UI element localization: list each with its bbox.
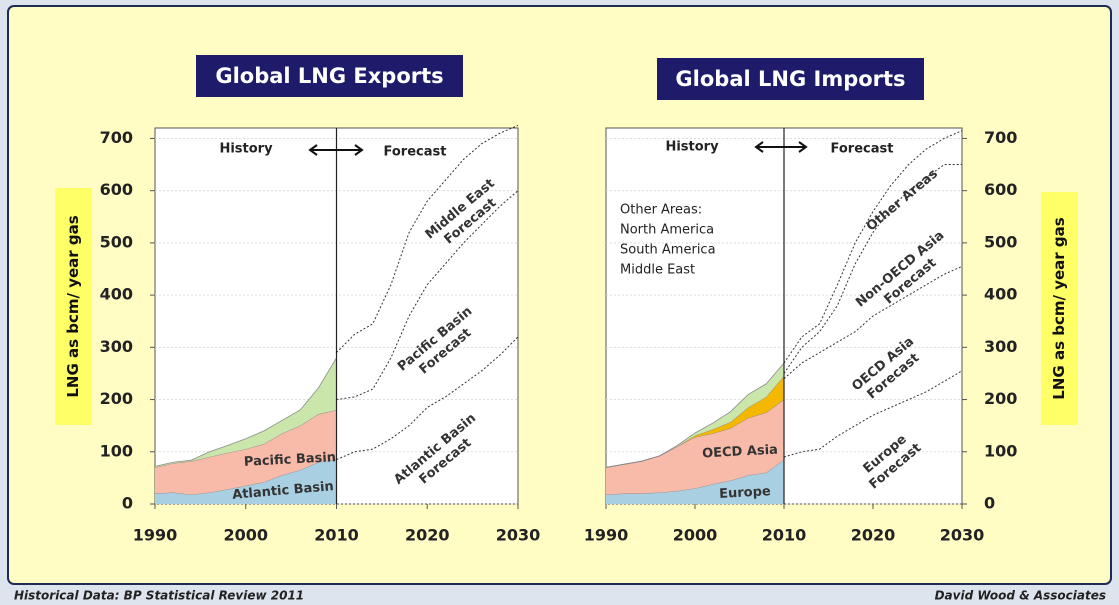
x-tick-label: 2010 bbox=[762, 526, 807, 545]
y-tick-label: 200 bbox=[100, 389, 133, 408]
phase-label: Forecast bbox=[384, 145, 447, 160]
x-tick-label: 2000 bbox=[223, 526, 268, 545]
area-edge bbox=[154, 409, 337, 468]
y-tick-label: 700 bbox=[984, 128, 1017, 147]
phase-arrow bbox=[308, 144, 364, 156]
phase-label: History bbox=[219, 142, 273, 157]
y-tick-label: 0 bbox=[122, 494, 133, 513]
y-tick-label: 500 bbox=[100, 232, 133, 251]
forecast-line bbox=[336, 336, 519, 461]
y-tick-label: 400 bbox=[984, 285, 1017, 304]
y-tick-label: 100 bbox=[100, 441, 133, 460]
y-tick-label: 500 bbox=[984, 232, 1017, 251]
y-tick-label: 700 bbox=[100, 128, 133, 147]
y-tick-label: 300 bbox=[984, 337, 1017, 356]
series-label: OECD Asia bbox=[702, 443, 779, 462]
forecast-line bbox=[336, 124, 519, 353]
phase-arrow bbox=[754, 141, 808, 153]
area-fill bbox=[155, 357, 337, 468]
note-line: Middle East bbox=[620, 263, 695, 278]
y-label-box bbox=[55, 188, 92, 425]
series-label: Europe bbox=[719, 484, 771, 502]
title-box bbox=[196, 55, 463, 97]
y-axis-label: LNG as bcm/ year gas bbox=[1050, 217, 1068, 399]
area-edge bbox=[154, 357, 337, 467]
x-tick-label: 2030 bbox=[496, 526, 541, 545]
area-fill bbox=[606, 459, 784, 504]
forecast-line bbox=[783, 265, 963, 380]
y-tick-label: 0 bbox=[984, 494, 995, 513]
y-label-box bbox=[1041, 192, 1078, 425]
chart-title: Global LNG Exports bbox=[215, 64, 443, 88]
area-fill bbox=[155, 459, 337, 504]
phase-label: History bbox=[665, 140, 719, 155]
note-line: North America bbox=[620, 223, 714, 238]
forecast-line bbox=[783, 164, 962, 374]
y-tick-label: 600 bbox=[984, 180, 1017, 199]
y-tick-label: 400 bbox=[100, 285, 133, 304]
area-fill bbox=[155, 410, 337, 495]
footer-bar bbox=[0, 586, 1119, 605]
x-tick-label: 2020 bbox=[405, 526, 450, 545]
forecast-line bbox=[336, 190, 519, 401]
note-line: South America bbox=[620, 243, 716, 258]
x-tick-label: 1990 bbox=[584, 526, 629, 545]
chart-title: Global LNG Imports bbox=[675, 67, 905, 91]
phase-label: Forecast bbox=[831, 142, 894, 157]
y-tick-label: 200 bbox=[984, 389, 1017, 408]
x-tick-label: 1990 bbox=[133, 526, 178, 545]
x-tick-label: 2010 bbox=[314, 526, 359, 545]
x-tick-label: 2020 bbox=[851, 526, 896, 545]
x-tick-label: 2000 bbox=[673, 526, 718, 545]
y-tick-label: 300 bbox=[100, 337, 133, 356]
title-box bbox=[657, 58, 924, 100]
y-axis-label: LNG as bcm/ year gas bbox=[64, 215, 82, 397]
footer-right: David Wood & Associates bbox=[935, 589, 1106, 603]
x-tick-label: 2030 bbox=[940, 526, 985, 545]
forecast-line bbox=[783, 370, 963, 458]
note-line: Other Areas: bbox=[620, 203, 702, 218]
y-tick-label: 100 bbox=[984, 441, 1017, 460]
area-edge bbox=[605, 362, 785, 468]
footer-left: Historical Data: BP Statistical Review 2… bbox=[14, 589, 304, 603]
y-tick-label: 600 bbox=[100, 180, 133, 199]
series-label: Pacific Basin bbox=[244, 450, 337, 470]
